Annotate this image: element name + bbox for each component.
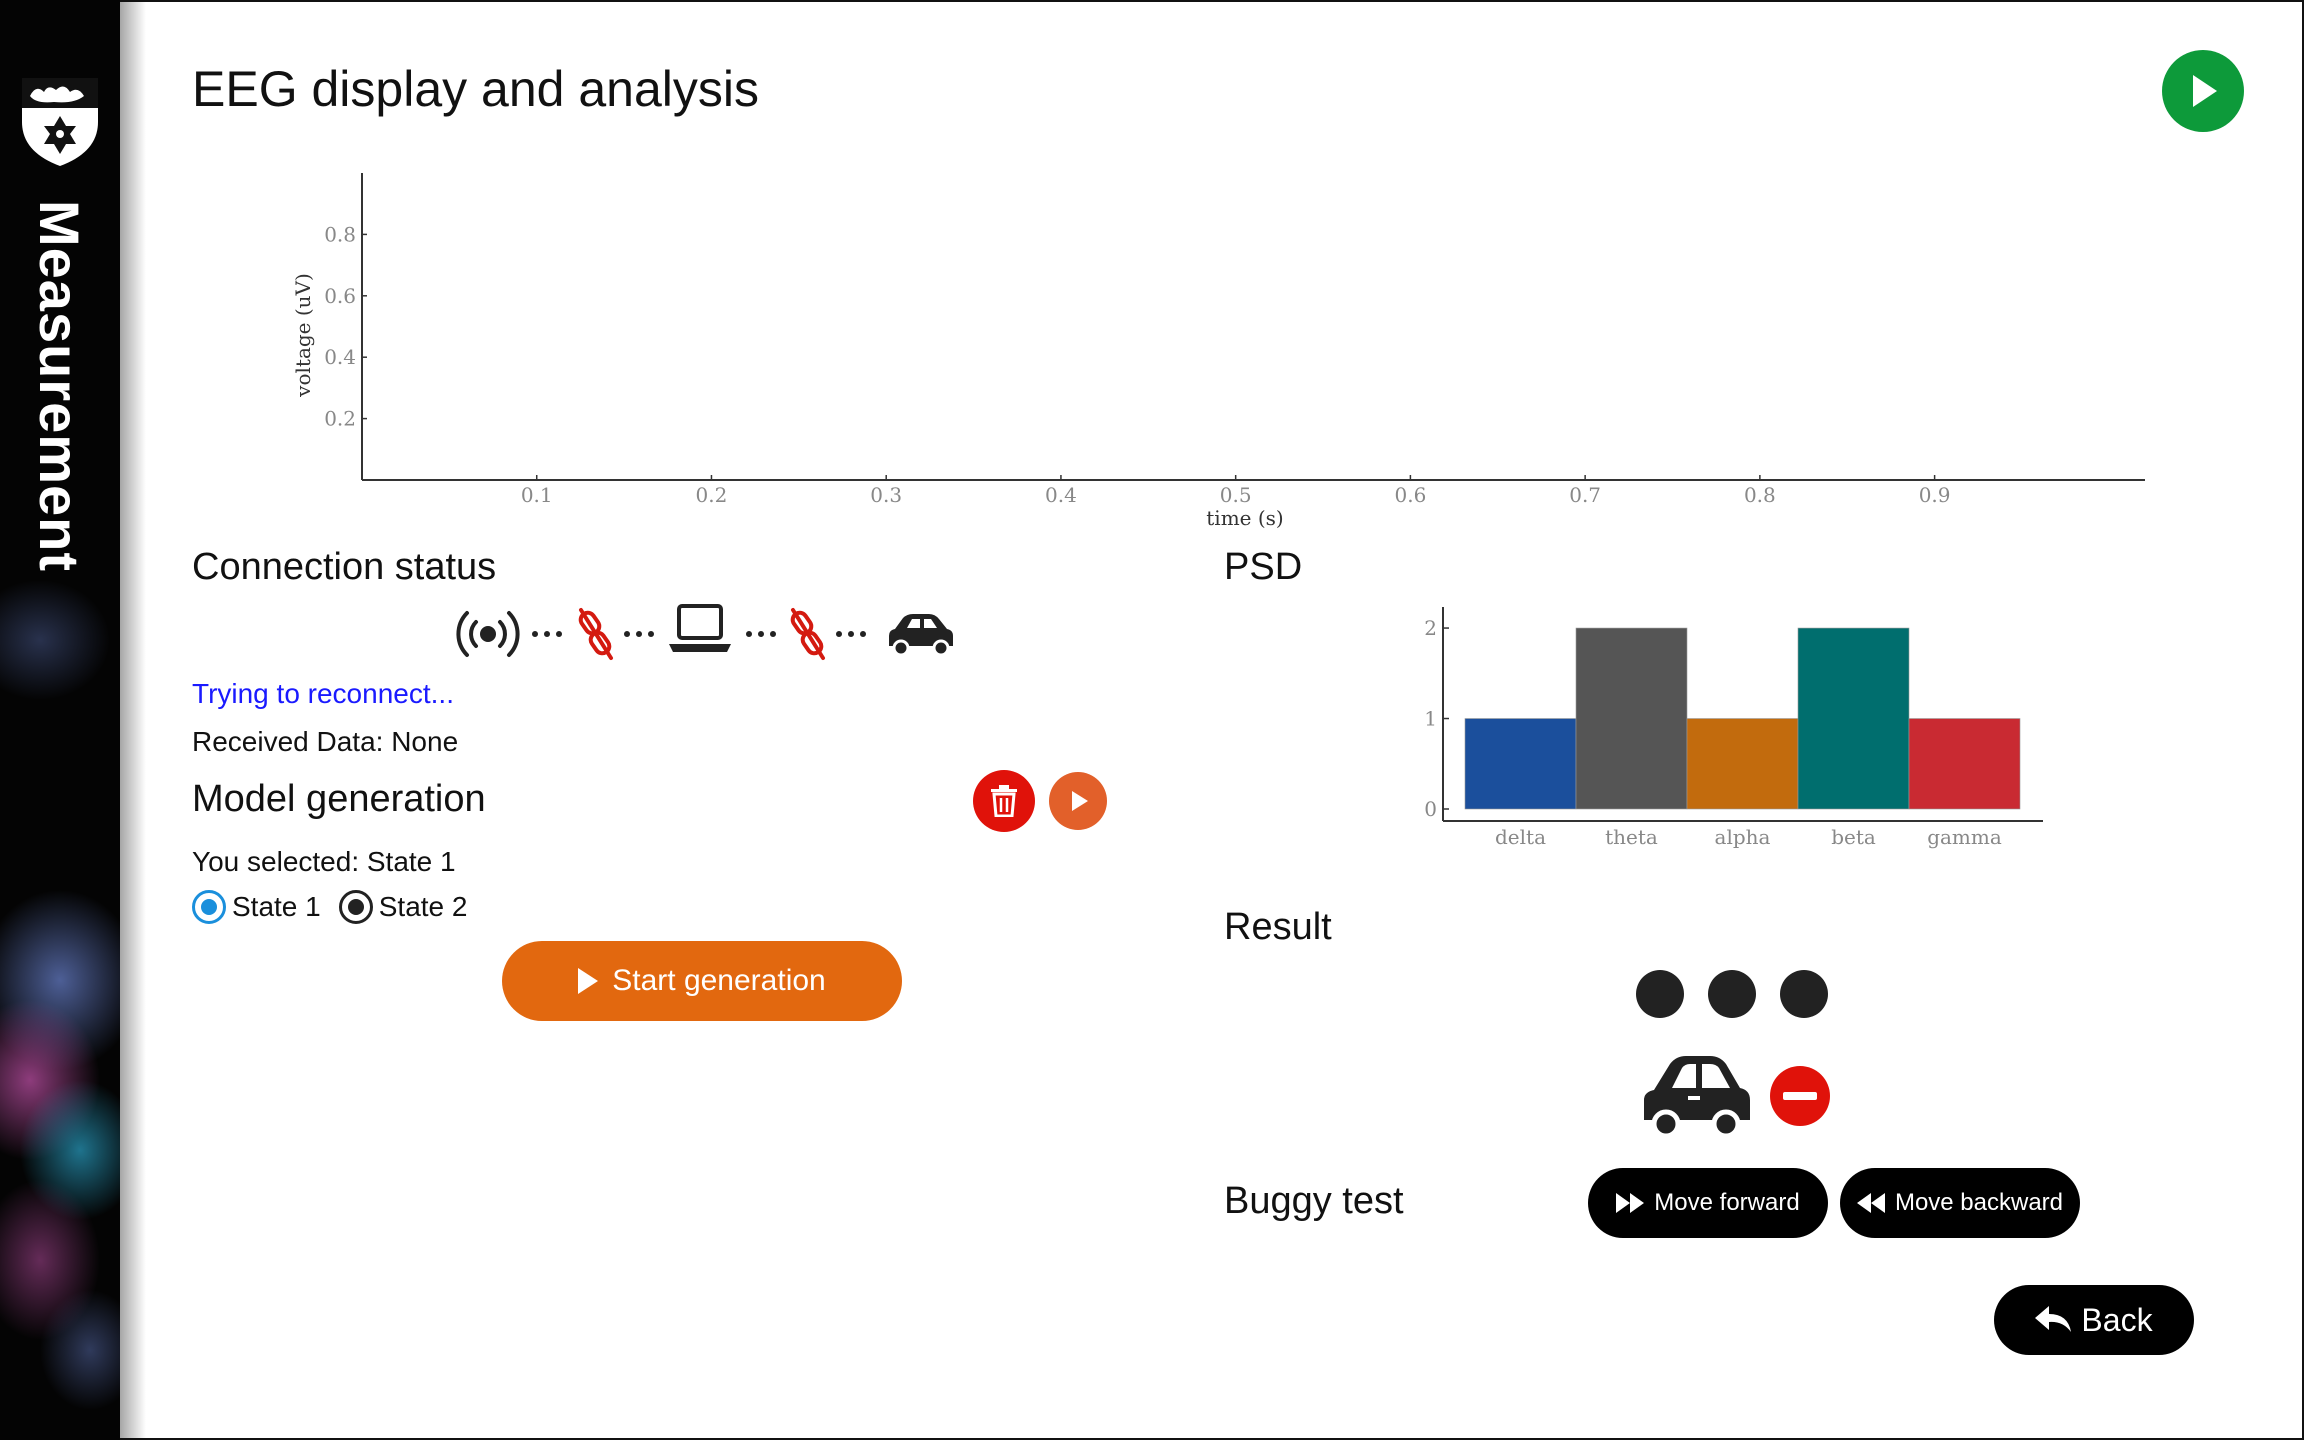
play-icon	[578, 968, 599, 994]
trash-icon	[991, 785, 1017, 817]
play-model-button[interactable]	[1049, 772, 1107, 830]
psd-y-tick-label: 1	[1424, 707, 1437, 731]
eeg-y-tick-label: 0.6	[324, 284, 356, 308]
psd-bar-gamma	[1908, 718, 2021, 810]
psd-y-tick-label: 0	[1424, 797, 1437, 821]
radio-state-2[interactable]: State 2	[338, 890, 468, 924]
stop-icon	[1770, 1066, 1830, 1126]
eeg-x-tick-label: 0.5	[1220, 483, 1252, 507]
reconnect-status-text: Trying to reconnect...	[192, 678, 454, 709]
sidebar-title: Measurement	[28, 200, 91, 573]
eeg-chart: 0.1 0.2 0.3 0.4 0.5 0.6 0.7 0.8 0.9 0.2 0.4 0.6 0.8…	[291, 173, 2145, 530]
loading-dot	[1780, 970, 1828, 1018]
sidebar: Measurement	[0, 0, 120, 1440]
eeg-y-tick-label: 0.8	[324, 222, 356, 246]
eeg-y-axis-label: voltage (uV)	[291, 273, 315, 398]
psd-title: PSD	[1224, 546, 1303, 588]
psd-x-tick-label: delta	[1495, 825, 1546, 849]
play-icon	[1072, 791, 1088, 811]
back-button[interactable]: Back	[1994, 1285, 2194, 1355]
move-forward-button[interactable]: Move forward	[1588, 1168, 1828, 1238]
selected-state-text: You selected: State 1	[192, 846, 456, 877]
run-button[interactable]	[2162, 50, 2244, 132]
loading-dot	[1708, 970, 1756, 1018]
dotted-line-3	[746, 631, 776, 637]
delete-model-button[interactable]	[973, 770, 1035, 832]
psd-x-tick-label: alpha	[1715, 825, 1771, 849]
connection-status-title: Connection status	[192, 546, 497, 588]
psd-bar-alpha	[1686, 718, 1799, 810]
sidebar-shadow	[120, 0, 146, 1440]
radio-label: State 2	[378, 891, 468, 922]
nebula-background	[0, 580, 120, 1410]
psd-bar-theta	[1575, 627, 1688, 810]
play-icon	[2193, 75, 2217, 107]
eeg-x-tick-label: 0.2	[696, 483, 728, 507]
buggy-test-title: Buggy test	[1224, 1180, 1404, 1222]
result-title: Result	[1224, 906, 1332, 948]
dotted-line-1	[532, 631, 562, 637]
radio-label: State 1	[232, 891, 321, 922]
psd-y-tick-label: 2	[1424, 616, 1437, 640]
eeg-x-tick-label: 0.4	[1045, 483, 1077, 507]
page-title: EEG display and analysis	[192, 61, 759, 117]
start-generation-label: Start generation	[612, 964, 826, 997]
laptop-icon	[669, 604, 731, 652]
reply-arrow-icon	[2035, 1306, 2072, 1332]
loading-dots	[1636, 970, 1852, 1018]
loading-dot	[1636, 970, 1684, 1018]
eeg-x-tick-label: 0.8	[1744, 483, 1776, 507]
car-icon	[889, 614, 953, 657]
state-radio-group: State 1 State 2	[192, 890, 485, 924]
fast-forward-icon	[1616, 1193, 1645, 1213]
content-frame	[120, 0, 2304, 1440]
eeg-x-tick-label: 0.6	[1394, 483, 1426, 507]
model-generation-title: Model generation	[192, 778, 486, 820]
connection-chain	[456, 604, 953, 660]
link-broken-icon	[578, 608, 613, 660]
start-generation-button[interactable]: Start generation	[502, 941, 902, 1021]
move-backward-button[interactable]: Move backward	[1840, 1168, 2080, 1238]
radio-indicator[interactable]	[338, 890, 373, 924]
psd-x-tick-label: gamma	[1927, 825, 2002, 849]
radio-indicator[interactable]	[192, 890, 226, 924]
university-crest-icon	[22, 78, 98, 166]
eeg-x-axis-label: time (s)	[1206, 506, 1283, 530]
eeg-x-tick-label: 0.1	[521, 483, 553, 507]
psd-x-tick-label: theta	[1605, 825, 1658, 849]
psd-bar-beta	[1797, 627, 1910, 810]
psd-x-tick-label: beta	[1831, 825, 1876, 849]
eeg-y-tick-label: 0.4	[324, 345, 356, 369]
eeg-x-tick-label: 0.9	[1919, 483, 1951, 507]
move-forward-label: Move forward	[1654, 1189, 1800, 1216]
back-label: Back	[2081, 1301, 2153, 1338]
radio-state-1[interactable]: State 1	[192, 890, 321, 924]
link-broken-icon-2	[790, 608, 825, 660]
broadcast-icon	[456, 611, 520, 657]
dotted-line-2	[624, 631, 654, 637]
eeg-y-tick-label: 0.2	[324, 407, 356, 431]
eeg-x-tick-label: 0.3	[870, 483, 902, 507]
psd-bar-delta	[1464, 718, 1577, 810]
psd-chart: 0 1 2 delta theta alpha beta gamma	[1424, 607, 2043, 849]
received-data-text: Received Data: None	[192, 726, 459, 757]
eeg-x-tick-label: 0.7	[1569, 483, 1601, 507]
dotted-line-4	[836, 631, 866, 637]
move-backward-label: Move backward	[1894, 1189, 2064, 1216]
result-car-icon	[1644, 1056, 1750, 1138]
fast-backward-icon	[1856, 1193, 1885, 1213]
